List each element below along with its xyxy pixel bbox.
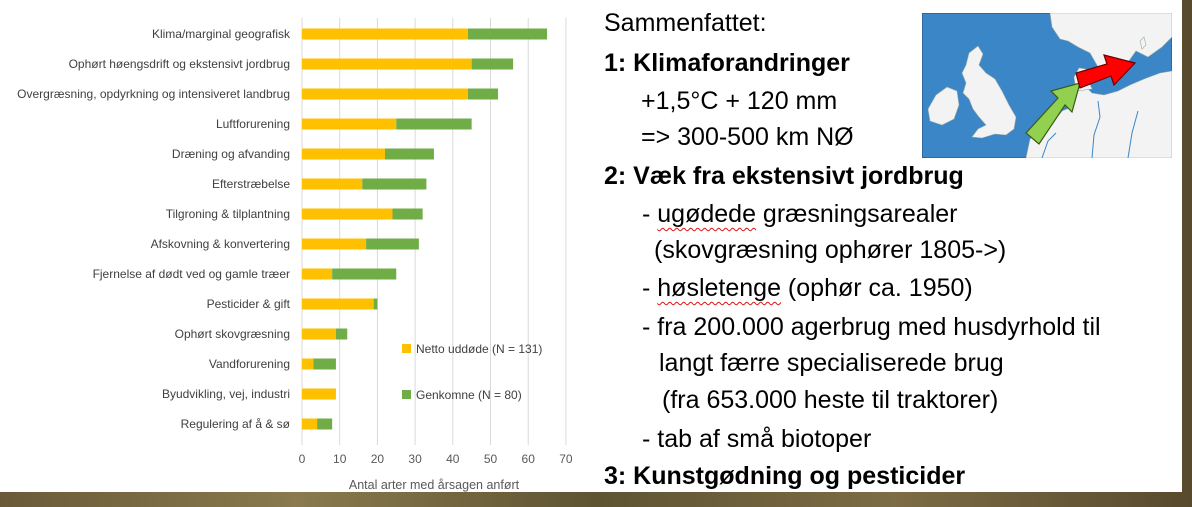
bar-netto-uddoede — [302, 328, 336, 340]
summary-heading: Sammenfattet: — [604, 9, 767, 37]
x-tick-label: 70 — [559, 452, 573, 466]
category-labels: Klima/marginal geografisk Ophørt høengsdr… — [17, 27, 291, 431]
bar-genkomne — [471, 58, 514, 70]
bar-netto-uddoede — [302, 88, 468, 100]
x-tick-label: 50 — [484, 452, 498, 466]
bar-netto-uddoede — [302, 178, 363, 190]
summary-item-forest-grazing: (skovgræsning ophører 1805->) — [654, 236, 1007, 264]
category-label: Fjernelse af dødt ved og gamle træer — [93, 267, 290, 281]
europe-map — [922, 13, 1172, 158]
map-river — [1041, 132, 1057, 158]
category-label: Regulering af å & sø — [181, 417, 291, 431]
map-river — [1091, 100, 1101, 158]
bar-netto-uddoede — [302, 388, 336, 400]
bar-genkomne — [366, 238, 419, 250]
category-label: Afskovning & konvertering — [151, 237, 290, 251]
category-label: Dræning og afvanding — [172, 147, 290, 161]
category-label: Ophørt høengsdrift og ekstensivt jordbru… — [69, 57, 290, 71]
summary-item-prefix: - — [642, 274, 658, 302]
bar-netto-uddoede — [302, 358, 314, 370]
bar-genkomne — [332, 268, 397, 280]
legend-label: Netto uddøde (N = 131) — [416, 342, 542, 356]
x-tick-label: 30 — [408, 452, 422, 466]
summary-climate-shift-distance: => 300-500 km NØ — [641, 123, 854, 151]
bar-genkomne — [335, 328, 348, 340]
bar-genkomne — [467, 28, 548, 40]
bar-netto-uddoede — [302, 268, 333, 280]
bar-netto-uddoede — [302, 238, 367, 250]
x-tick-label: 40 — [446, 452, 460, 466]
green-arrow-icon — [1025, 82, 1081, 145]
summary-item-prefix: - — [642, 200, 658, 228]
bar-genkomne — [392, 208, 423, 220]
bar-genkomne — [467, 88, 499, 100]
summary-item-word-hay-meadows: høsletenge — [657, 274, 781, 302]
summary-item-rest: græsningsarealer — [755, 200, 958, 228]
summary-item-unfertilized-grazing: - ugødede græsningsarealer — [642, 199, 957, 229]
bar-netto-uddoede — [302, 298, 374, 310]
x-tick-labels: 0 10 20 30 40 50 60 70 — [299, 452, 573, 466]
bar-netto-uddoede — [302, 148, 385, 160]
bar-netto-uddoede — [302, 118, 397, 130]
map-ireland — [927, 86, 960, 126]
bar-genkomne — [362, 178, 427, 190]
bar-netto-uddoede — [302, 418, 318, 430]
bar-genkomne — [313, 358, 336, 370]
chart-legend: Netto uddøde (N = 131) Genkomne (N = 80) — [402, 342, 542, 402]
summary-climate-change-value: +1,5°C + 120 mm — [641, 87, 838, 115]
summary-point-2-title: 2: Væk fra ekstensivt jordbrug — [604, 162, 964, 190]
summary-item-rest: (ophør ca. 1950) — [780, 274, 973, 302]
map-gotland — [1139, 36, 1147, 50]
summary-point-1-title: 1: Klimaforandringer — [604, 49, 850, 77]
category-label: Klima/marginal geografisk — [152, 27, 291, 41]
category-label: Luftforurening — [216, 117, 290, 131]
bar-netto-uddoede — [302, 208, 393, 220]
category-label: Overgræsning, opdyrkning og intensiveret… — [17, 87, 290, 101]
x-tick-label: 20 — [371, 452, 385, 466]
bar-genkomne — [396, 118, 472, 130]
bar-chart: Klima/marginal geografisk Ophørt høengsdr… — [17, 18, 573, 492]
category-label: Byudvikling, vej, industri — [162, 387, 290, 401]
x-axis-label: Antal arter med årsagen anført — [349, 478, 520, 492]
summary-item-small-biotopes: - tab af små biotoper — [642, 425, 872, 453]
bar-netto-uddoede — [302, 28, 468, 40]
chart-grid — [301, 18, 567, 445]
legend-swatch — [402, 390, 411, 399]
x-tick-label: 60 — [522, 452, 536, 466]
summary-item-horses-tractors: (fra 653.000 heste til traktorer) — [662, 386, 999, 414]
summary-item-word-unfertilized: ugødede — [657, 200, 756, 228]
bar-netto-uddoede — [302, 58, 472, 70]
summary-item-farms: - fra 200.000 agerbrug med husdyrhold ti… — [642, 313, 1101, 341]
summary-item-hay-meadows: - høsletenge (ophør ca. 1950) — [642, 273, 973, 303]
map-great-britain — [961, 45, 1017, 139]
category-label: Vandforurening — [209, 357, 290, 371]
x-tick-label: 10 — [333, 452, 347, 466]
bar-genkomne — [317, 418, 333, 430]
summary-item-specialized-farms: langt færre specialiserede brug — [659, 349, 1004, 377]
x-tick-label: 0 — [299, 452, 306, 466]
legend-label: Genkomne (N = 80) — [416, 388, 522, 402]
summary-point-3-title: 3: Kunstgødning og pesticider — [604, 462, 966, 490]
map-river — [1127, 110, 1139, 158]
category-label: Ophørt skovgræsning — [175, 327, 290, 341]
legend-swatch — [402, 344, 411, 353]
category-label: Pesticider & gift — [207, 297, 291, 311]
category-label: Efterstræbelse — [212, 177, 290, 191]
bar-genkomne — [373, 298, 378, 310]
bar-genkomne — [384, 148, 434, 160]
category-label: Tilgroning & tilplantning — [166, 207, 290, 221]
red-arrow-icon — [1075, 54, 1137, 89]
chart-bars — [302, 28, 548, 430]
